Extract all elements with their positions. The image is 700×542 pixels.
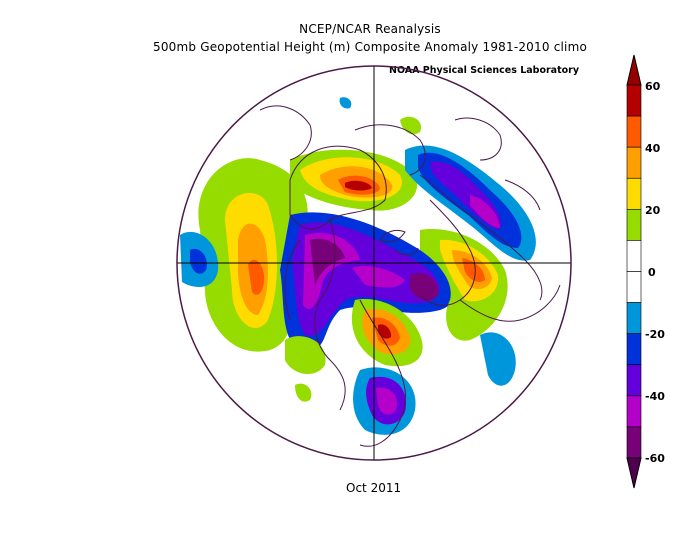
map-boundary-circle: [176, 65, 572, 461]
colorbar-cell: [626, 426, 642, 459]
colorbar: [626, 54, 642, 489]
colorbar-cell: [626, 209, 642, 241]
colorbar-cell: [626, 271, 642, 303]
anomaly-field: [180, 97, 536, 435]
colorbar-cell: [626, 240, 642, 272]
colorbar-cell: [626, 115, 642, 148]
colorbar-cell: [626, 395, 642, 428]
colorbar-tick-label: 0: [648, 266, 656, 279]
colorbar-cell: [626, 302, 642, 334]
colorbar-tick-label: -20: [645, 328, 665, 341]
title-line-1: NCEP/NCAR Reanalysis: [299, 22, 441, 36]
title-line-2: 500mb Geopotential Height (m) Composite …: [152, 40, 588, 54]
colorbar-tick-label: -40: [645, 390, 665, 403]
date-label: Oct 2011: [346, 481, 402, 495]
credit-label: NOAA Physical Sciences Laboratory: [389, 65, 580, 76]
colorbar-cell: [626, 177, 642, 210]
colorbar-tick-label: 40: [645, 142, 661, 155]
colorbar-cell: [626, 146, 642, 179]
colorbar-cell: [626, 364, 642, 397]
colorbar-tick-label: 60: [645, 80, 661, 93]
colorbar-cell: [626, 84, 642, 117]
coastlines: [259, 105, 561, 447]
colorbar-bottom-arrow: [626, 457, 642, 489]
colorbar-tick-label: -60: [645, 452, 665, 465]
colorbar-cell: [626, 333, 642, 366]
colorbar-top-arrow: [626, 54, 642, 86]
colorbar-tick-label: 20: [645, 204, 661, 217]
